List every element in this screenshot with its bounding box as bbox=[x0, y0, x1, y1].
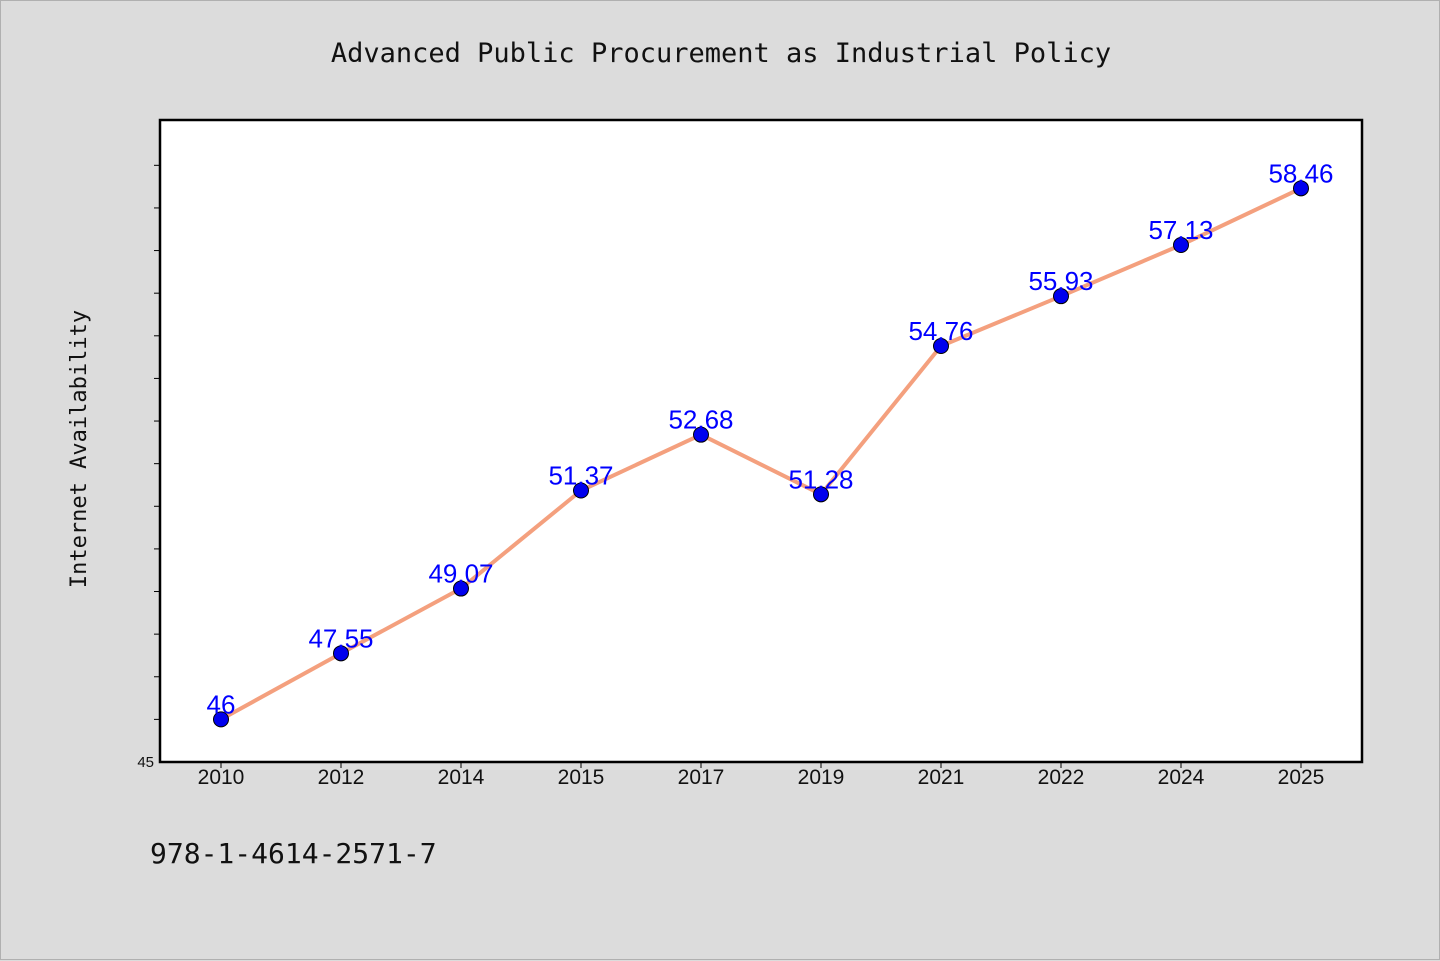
x-tick-label: 2022 bbox=[1038, 766, 1085, 789]
data-label: 58.46 bbox=[1268, 158, 1333, 188]
data-point bbox=[813, 486, 829, 503]
data-label: 55.93 bbox=[1028, 266, 1093, 296]
footer: 978-1-4614-2571-7 bbox=[150, 837, 437, 870]
y-axis-ticks bbox=[154, 164, 160, 720]
series-line bbox=[220, 186, 1302, 722]
x-tick-label: 2014 bbox=[438, 766, 485, 789]
data-point bbox=[1173, 237, 1189, 254]
data-point bbox=[1293, 180, 1309, 197]
data-point bbox=[573, 482, 589, 499]
x-tick-label: 2012 bbox=[318, 766, 365, 789]
x-axis-tick-labels: 2010 2012 2014 2015 2017 2019 2021 2022 2024 2025 bbox=[198, 766, 1325, 789]
x-axis-ticks bbox=[220, 762, 1302, 768]
data-label: 54.76 bbox=[908, 316, 973, 346]
data-label: 46 bbox=[207, 689, 236, 719]
data-point bbox=[333, 645, 349, 662]
plot-area bbox=[158, 118, 1364, 764]
x-tick-label: 2010 bbox=[198, 766, 245, 789]
data-point bbox=[1053, 288, 1069, 305]
data-label: 57.13 bbox=[1148, 215, 1213, 245]
x-tick-label: 2024 bbox=[1158, 766, 1205, 789]
data-point bbox=[453, 580, 469, 597]
data-label: 52.68 bbox=[668, 405, 733, 435]
y-min-tick-label: 45 bbox=[137, 754, 154, 771]
data-point bbox=[693, 426, 709, 443]
data-label: 49.07 bbox=[428, 559, 493, 589]
data-label: 47.55 bbox=[308, 623, 373, 653]
x-tick-label: 2017 bbox=[678, 766, 725, 789]
x-tick-label: 2015 bbox=[558, 766, 605, 789]
data-label: 51.37 bbox=[548, 461, 613, 491]
data-label: 51.28 bbox=[788, 464, 853, 494]
data-point bbox=[213, 711, 229, 728]
chart-title: Advanced Public Procurement as Industria… bbox=[331, 38, 1111, 69]
data-points bbox=[213, 180, 1309, 728]
x-tick-label: 2025 bbox=[1278, 766, 1325, 789]
data-point bbox=[933, 338, 949, 355]
x-tick-label: 2021 bbox=[918, 766, 965, 789]
data-labels: 46 47.55 49.07 51.37 52.68 51.28 54.76 55.93 57.… bbox=[207, 158, 1334, 719]
y-axis-label: Internet Availability bbox=[67, 310, 92, 588]
footer-isbn: 978-1-4614-2571-7 bbox=[150, 837, 437, 870]
x-tick-label: 2019 bbox=[798, 766, 845, 789]
